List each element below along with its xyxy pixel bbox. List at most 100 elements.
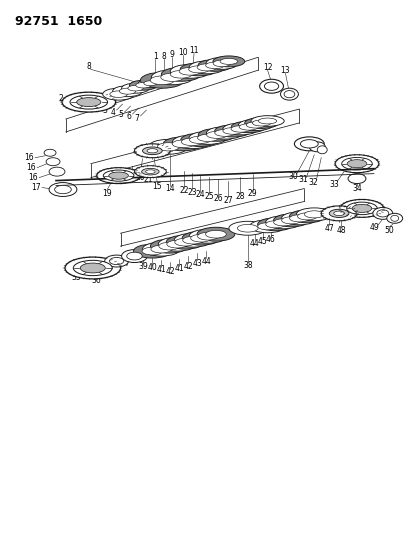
Ellipse shape	[148, 139, 188, 154]
Ellipse shape	[244, 117, 278, 128]
Ellipse shape	[296, 208, 331, 221]
Ellipse shape	[316, 146, 326, 154]
Ellipse shape	[140, 72, 184, 88]
Text: 49: 49	[369, 223, 379, 232]
Ellipse shape	[97, 168, 140, 183]
Ellipse shape	[197, 64, 216, 71]
Ellipse shape	[46, 158, 60, 166]
Ellipse shape	[205, 62, 224, 69]
Ellipse shape	[265, 221, 285, 228]
Ellipse shape	[222, 127, 242, 134]
Ellipse shape	[214, 130, 235, 136]
Text: 3: 3	[102, 106, 107, 115]
Ellipse shape	[55, 185, 71, 193]
Ellipse shape	[151, 245, 171, 253]
Text: 4: 4	[110, 108, 115, 117]
Text: 5: 5	[118, 109, 123, 118]
Ellipse shape	[237, 224, 257, 232]
Ellipse shape	[189, 229, 226, 243]
Ellipse shape	[121, 83, 149, 93]
Text: 30: 30	[288, 172, 298, 181]
Text: 12: 12	[262, 63, 272, 72]
Ellipse shape	[259, 79, 283, 93]
Ellipse shape	[161, 67, 201, 81]
Text: 40: 40	[147, 263, 157, 272]
Ellipse shape	[341, 157, 371, 170]
Ellipse shape	[143, 81, 157, 86]
Ellipse shape	[386, 213, 402, 223]
Ellipse shape	[390, 215, 398, 221]
Ellipse shape	[103, 170, 133, 181]
Ellipse shape	[309, 142, 325, 152]
Ellipse shape	[49, 183, 77, 197]
Ellipse shape	[213, 60, 230, 67]
Text: 8: 8	[161, 52, 166, 61]
Ellipse shape	[142, 147, 162, 155]
Text: 42: 42	[165, 268, 175, 277]
Text: 36: 36	[92, 277, 101, 285]
Text: 44: 44	[201, 256, 210, 265]
Ellipse shape	[197, 227, 234, 241]
Text: 50: 50	[383, 226, 393, 235]
Ellipse shape	[44, 149, 56, 156]
Text: 38: 38	[242, 261, 252, 270]
Ellipse shape	[133, 244, 171, 258]
Text: 51: 51	[369, 159, 379, 168]
Ellipse shape	[249, 220, 285, 233]
Text: 19: 19	[102, 189, 111, 198]
Ellipse shape	[159, 243, 179, 250]
Ellipse shape	[297, 213, 316, 220]
Ellipse shape	[160, 73, 183, 82]
Text: 42: 42	[183, 262, 192, 271]
Ellipse shape	[180, 63, 217, 76]
Text: 16: 16	[24, 153, 34, 162]
Text: 8: 8	[86, 62, 91, 71]
Ellipse shape	[238, 119, 272, 131]
Ellipse shape	[142, 247, 162, 255]
Text: 48: 48	[335, 226, 345, 235]
Ellipse shape	[197, 232, 218, 240]
Text: 41: 41	[174, 264, 183, 273]
Text: 23: 23	[187, 188, 197, 197]
Ellipse shape	[252, 120, 270, 126]
Ellipse shape	[214, 125, 250, 137]
Ellipse shape	[73, 260, 112, 276]
Ellipse shape	[142, 242, 180, 256]
Ellipse shape	[376, 210, 388, 217]
Text: 14: 14	[165, 184, 175, 193]
Ellipse shape	[166, 240, 187, 248]
Ellipse shape	[102, 88, 134, 100]
Ellipse shape	[250, 116, 283, 126]
Ellipse shape	[347, 160, 366, 168]
Ellipse shape	[346, 202, 376, 215]
Ellipse shape	[65, 257, 120, 279]
Ellipse shape	[190, 235, 211, 242]
Ellipse shape	[174, 238, 195, 246]
Ellipse shape	[145, 170, 155, 173]
Ellipse shape	[135, 83, 151, 88]
Ellipse shape	[70, 95, 107, 109]
Ellipse shape	[258, 118, 276, 124]
Ellipse shape	[220, 59, 237, 64]
Text: 16: 16	[28, 173, 38, 182]
Ellipse shape	[182, 236, 203, 244]
Ellipse shape	[104, 255, 128, 267]
Ellipse shape	[300, 140, 318, 148]
Ellipse shape	[134, 166, 166, 177]
Ellipse shape	[281, 212, 316, 225]
Text: 9: 9	[169, 50, 174, 59]
Ellipse shape	[172, 135, 211, 149]
Ellipse shape	[112, 86, 142, 96]
Ellipse shape	[166, 235, 204, 249]
Text: 7: 7	[134, 114, 139, 123]
Ellipse shape	[163, 137, 202, 151]
Text: 92751  1650: 92751 1650	[15, 15, 102, 28]
Ellipse shape	[206, 132, 227, 139]
Ellipse shape	[212, 56, 244, 67]
Ellipse shape	[223, 123, 258, 135]
Text: 46: 46	[265, 235, 275, 244]
Ellipse shape	[109, 91, 127, 98]
Text: 44: 44	[249, 239, 259, 248]
Text: 17: 17	[31, 183, 41, 192]
Ellipse shape	[283, 91, 294, 98]
